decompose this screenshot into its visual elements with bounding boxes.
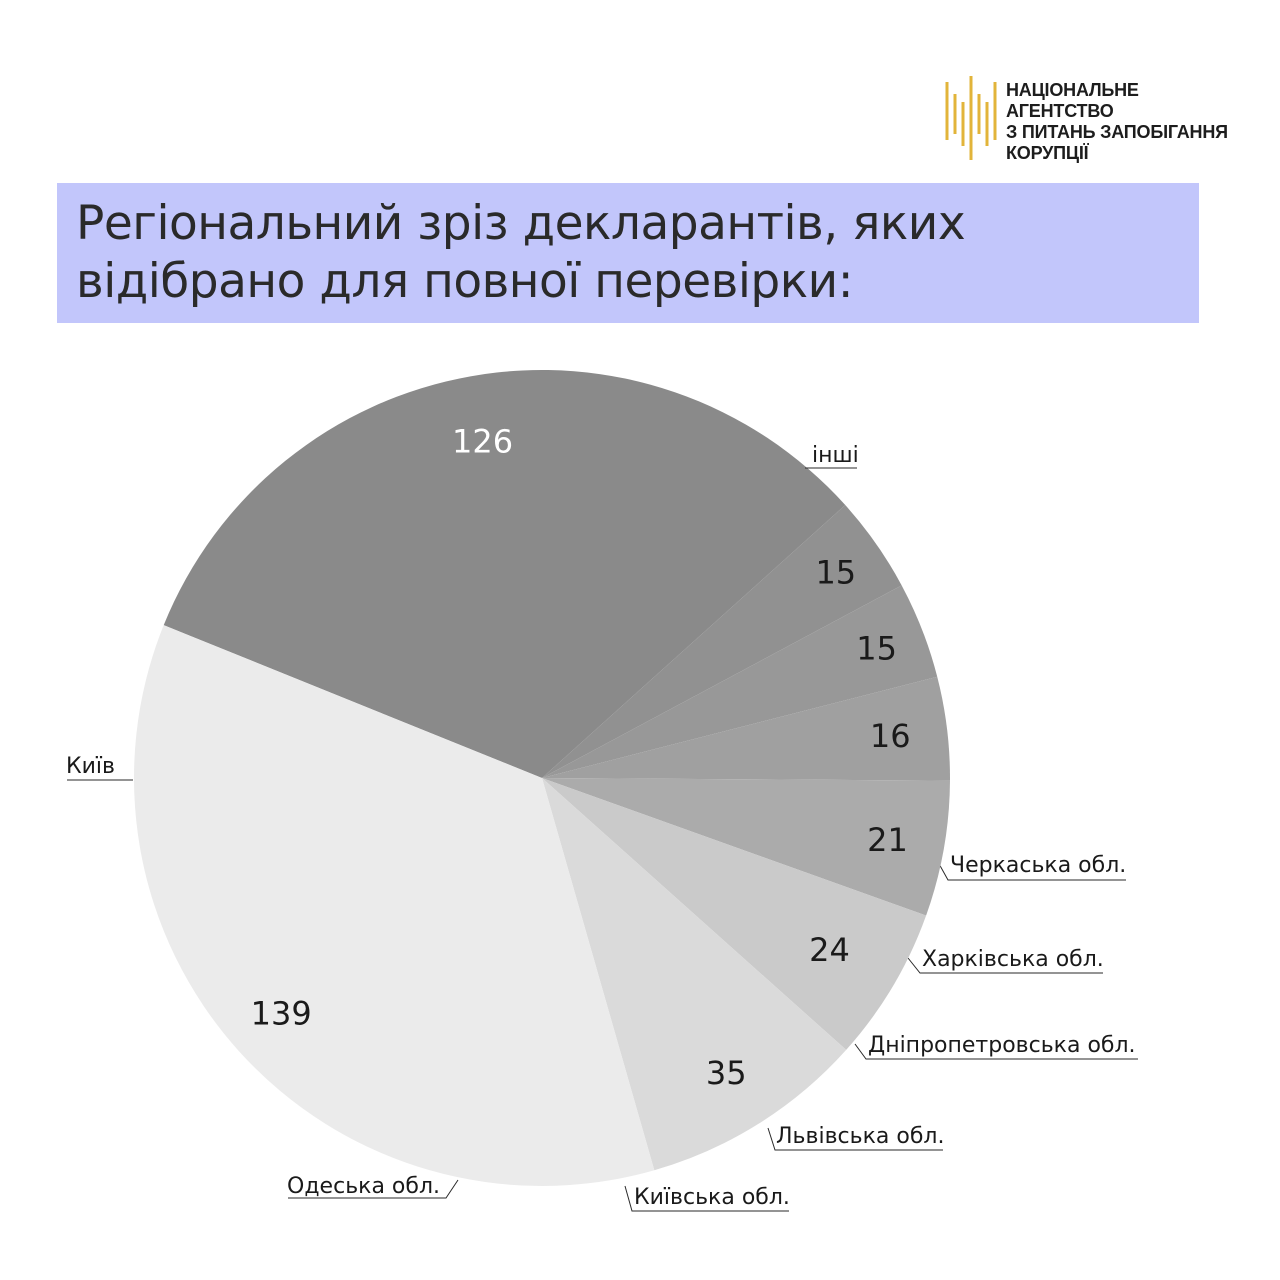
pie-slice: [163, 370, 846, 778]
slice-category-label: Київська обл.: [634, 1185, 790, 1210]
nazk-logo-icon: [945, 76, 997, 160]
slice-value-label: 16: [870, 717, 911, 755]
label-leader-line: [937, 861, 1126, 881]
slice-category-label: Харківська обл.: [922, 947, 1104, 972]
label-leader-line: [907, 957, 1103, 974]
page-title: Регіональний зріз декларантів, яких віді…: [76, 195, 966, 311]
pie-slice: [542, 676, 950, 781]
pie-slice: [542, 505, 902, 778]
pie-slice: [134, 625, 655, 1186]
slice-category-label: Одеська обл.: [287, 1174, 440, 1199]
slice-value-label: 15: [815, 554, 856, 592]
title-line: Регіональний зріз декларантів, яких: [76, 196, 966, 251]
pie-slice: [542, 778, 927, 1050]
title-line: відібрано для повної перевірки:: [76, 254, 854, 309]
label-leader-line: [624, 1185, 789, 1212]
label-leader-line: [288, 1179, 459, 1199]
label-leader-line: [854, 1043, 1138, 1060]
slice-value-label: 139: [251, 995, 312, 1033]
slice-category-label: Черкаська обл.: [950, 853, 1126, 878]
slice-value-label: 15: [856, 630, 897, 668]
slice-value-label: 35: [706, 1054, 747, 1092]
label-leader-line: [767, 1127, 943, 1151]
pie-slice: [542, 778, 847, 1171]
slice-value-label: 126: [452, 422, 513, 460]
org-name-line: З ПИТАНЬ ЗАПОБІГАННЯ: [1006, 122, 1228, 142]
slice-value-label: 24: [809, 931, 850, 969]
slice-category-label: Дніпропетровська обл.: [868, 1033, 1136, 1058]
org-logo: НАЦІОНАЛЬНЕ АГЕНТСТВО З ПИТАНЬ ЗАПОБІГАН…: [942, 72, 1242, 164]
org-name-line: КОРУПЦІЇ: [1006, 143, 1089, 163]
slice-category-label: Київ: [66, 754, 115, 779]
slice-value-label: 21: [867, 821, 908, 859]
slice-category-label: Львівська обл.: [776, 1124, 944, 1149]
pie-slice: [542, 585, 938, 778]
slice-category-label: інші: [812, 443, 859, 468]
title-banner: Регіональний зріз декларантів, яких віді…: [57, 183, 1199, 323]
org-name-line: НАЦІОНАЛЬНЕ АГЕНТСТВО: [1006, 80, 1139, 121]
org-name: НАЦІОНАЛЬНЕ АГЕНТСТВО З ПИТАНЬ ЗАПОБІГАН…: [1006, 80, 1242, 164]
pie-slice: [542, 778, 950, 916]
